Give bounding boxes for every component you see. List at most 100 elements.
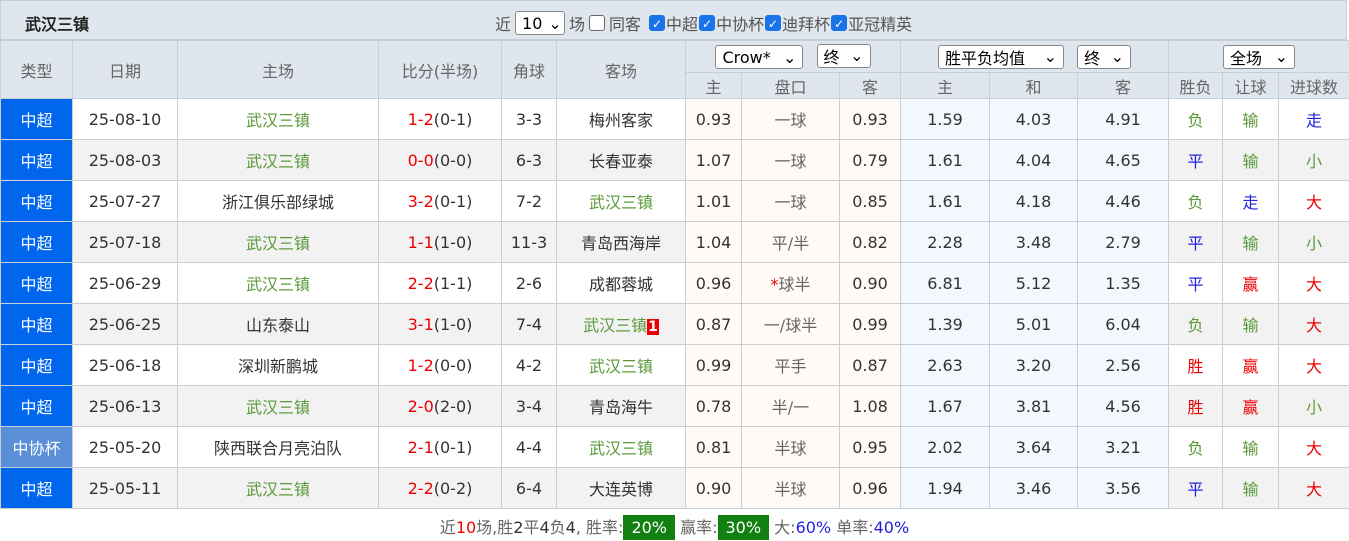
odds-away: 2.79 xyxy=(1076,221,1170,263)
summary-footer: 近10场,胜2平4负4, 胜率: 20% 赢率: 30% 大:60% 单率:40% xyxy=(0,514,1349,540)
ah-home-odds: 0.81 xyxy=(685,426,742,468)
away-team[interactable]: 武汉三镇 xyxy=(556,426,686,468)
chevron-down-icon: ⌄ xyxy=(1043,47,1057,66)
score: 2-0(2-0) xyxy=(378,385,502,427)
match-date: 25-08-03 xyxy=(72,139,178,181)
ah-company-select[interactable]: Crow* ⌄ xyxy=(715,45,804,70)
table-row[interactable]: 中超 25-06-13 武汉三镇 2-0(2-0) 3-4 青岛海牛 0.78 … xyxy=(0,385,1349,427)
ah-home-odds: 1.01 xyxy=(685,180,742,222)
result-wl: 胜 xyxy=(1168,385,1224,427)
result-wl: 平 xyxy=(1168,139,1224,181)
table-row[interactable]: 中超 25-08-10 武汉三镇 1-2(0-1) 3-3 梅州客家 0.93 … xyxy=(0,98,1349,140)
result-goals: 小 xyxy=(1278,221,1349,263)
odds-away: 1.35 xyxy=(1076,262,1170,304)
table-row[interactable]: 中超 25-07-27 浙江俱乐部绿城 3-2(0-1) 7-2 武汉三镇 1.… xyxy=(0,180,1349,222)
match-date: 25-05-11 xyxy=(72,467,178,509)
table-row[interactable]: 中超 25-06-18 深圳新鹏城 1-2(0-0) 4-2 武汉三镇 0.99… xyxy=(0,344,1349,386)
away-team[interactable]: 青岛西海岸 xyxy=(556,221,686,263)
league-checkbox[interactable]: ✓ xyxy=(765,15,782,31)
subheader: 胜负 xyxy=(1168,72,1224,99)
away-team[interactable]: 大连英博 xyxy=(556,467,686,509)
odds-draw: 4.04 xyxy=(989,139,1078,181)
result-goals: 走 xyxy=(1278,98,1349,140)
odds-home: 6.81 xyxy=(900,262,990,304)
result-goals: 大 xyxy=(1278,344,1349,386)
result-wl: 平 xyxy=(1168,262,1224,304)
result-handicap: 输 xyxy=(1222,98,1280,140)
match-type: 中超 xyxy=(0,385,73,427)
subheader: 进球数 xyxy=(1278,72,1349,99)
odds-draw: 3.81 xyxy=(989,385,1078,427)
recent-count-select[interactable]: 10 ⌄ xyxy=(515,11,566,35)
result-goals: 大 xyxy=(1278,303,1349,345)
ah-home-odds: 0.96 xyxy=(685,262,742,304)
match-type: 中超 xyxy=(0,262,73,304)
ah-home-odds: 0.90 xyxy=(685,467,742,509)
home-team[interactable]: 武汉三镇 xyxy=(177,262,379,304)
corners: 7-2 xyxy=(501,180,557,222)
away-team[interactable]: 武汉三镇 xyxy=(556,180,686,222)
away-team[interactable]: 成都蓉城 xyxy=(556,262,686,304)
home-team[interactable]: 武汉三镇 xyxy=(177,98,379,140)
away-team[interactable]: 青岛海牛 xyxy=(556,385,686,427)
match-history-table: 类型 日期 主场 比分(半场) 角球 客场 Crow* ⌄ 终 ⌄ 胜平负均值 ⌄ 终… xyxy=(0,40,1349,509)
recent-label: 近 xyxy=(495,15,512,34)
subheader: 客 xyxy=(839,72,901,99)
ah-line: 一球 xyxy=(741,180,840,222)
league-checkbox[interactable]: ✓ xyxy=(831,15,848,31)
ah-time-select[interactable]: 终 ⌄ xyxy=(816,43,871,68)
table-row[interactable]: 中超 25-05-11 武汉三镇 2-2(0-2) 6-4 大连英博 0.90 … xyxy=(0,467,1349,509)
table-row[interactable]: 中超 25-06-29 武汉三镇 2-2(1-1) 2-6 成都蓉城 0.96 … xyxy=(0,262,1349,304)
league-checkbox[interactable]: ✓ xyxy=(699,15,716,31)
ah-line: 半球 xyxy=(741,426,840,468)
match-type: 中协杯 xyxy=(0,426,73,468)
table-row[interactable]: 中超 25-06-25 山东泰山 3-1(1-0) 7-4 武汉三镇1 0.87… xyxy=(0,303,1349,345)
league-checkbox[interactable]: ✓ xyxy=(649,15,666,31)
result-scope-select[interactable]: 全场 ⌄ xyxy=(1223,44,1296,69)
chevron-down-icon: ⌄ xyxy=(1274,47,1289,66)
result-goals: 小 xyxy=(1278,385,1349,427)
table-row[interactable]: 中协杯 25-05-20 陕西联合月亮泊队 2-1(0-1) 4-4 武汉三镇 … xyxy=(0,426,1349,468)
ah-home-odds: 0.93 xyxy=(685,98,742,140)
away-team[interactable]: 武汉三镇 xyxy=(556,344,686,386)
ox-type-select[interactable]: 胜平负均值 ⌄ xyxy=(937,44,1064,69)
league-label: 迪拜杯 xyxy=(782,15,831,34)
home-team[interactable]: 陕西联合月亮泊队 xyxy=(177,426,379,468)
same-guest-checkbox[interactable] xyxy=(589,15,606,31)
home-team[interactable]: 武汉三镇 xyxy=(177,385,379,427)
ah-away-odds: 0.96 xyxy=(839,467,901,509)
score: 2-2(1-1) xyxy=(378,262,502,304)
header-asian-handicap: Crow* ⌄ 终 ⌄ xyxy=(685,40,901,73)
ah-home-odds: 0.87 xyxy=(685,303,742,345)
cover-rate-badge: 30% xyxy=(717,515,770,540)
ah-line: 一球 xyxy=(741,139,840,181)
home-team[interactable]: 武汉三镇 xyxy=(177,139,379,181)
away-team[interactable]: 梅州客家 xyxy=(556,98,686,140)
ah-line: 平/半 xyxy=(741,221,840,263)
match-date: 25-05-20 xyxy=(72,426,178,468)
home-team[interactable]: 山东泰山 xyxy=(177,303,379,345)
header-score: 比分(半场) xyxy=(378,40,502,99)
match-date: 25-06-29 xyxy=(72,262,178,304)
table-row[interactable]: 中超 25-07-18 武汉三镇 1-1(1-0) 11-3 青岛西海岸 1.0… xyxy=(0,221,1349,263)
odds-away: 6.04 xyxy=(1076,303,1170,345)
home-team[interactable]: 武汉三镇 xyxy=(177,467,379,509)
odds-draw: 5.01 xyxy=(989,303,1078,345)
ox-time-select[interactable]: 终 ⌄ xyxy=(1077,44,1132,69)
result-handicap: 输 xyxy=(1222,426,1280,468)
ah-away-odds: 0.95 xyxy=(839,426,901,468)
result-wl: 负 xyxy=(1168,303,1224,345)
home-team[interactable]: 深圳新鹏城 xyxy=(177,344,379,386)
corners: 6-3 xyxy=(501,139,557,181)
home-team[interactable]: 武汉三镇 xyxy=(177,221,379,263)
away-team[interactable]: 武汉三镇1 xyxy=(556,303,686,345)
ah-line: 一/球半 xyxy=(741,303,840,345)
home-team[interactable]: 浙江俱乐部绿城 xyxy=(177,180,379,222)
odds-draw: 4.18 xyxy=(989,180,1078,222)
subheader: 主 xyxy=(900,72,990,99)
games-label: 场 xyxy=(569,15,586,34)
odds-away: 4.46 xyxy=(1076,180,1170,222)
table-row[interactable]: 中超 25-08-03 武汉三镇 0-0(0-0) 6-3 长春亚泰 1.07 … xyxy=(0,139,1349,181)
away-team[interactable]: 长春亚泰 xyxy=(556,139,686,181)
odds-away: 3.56 xyxy=(1076,467,1170,509)
